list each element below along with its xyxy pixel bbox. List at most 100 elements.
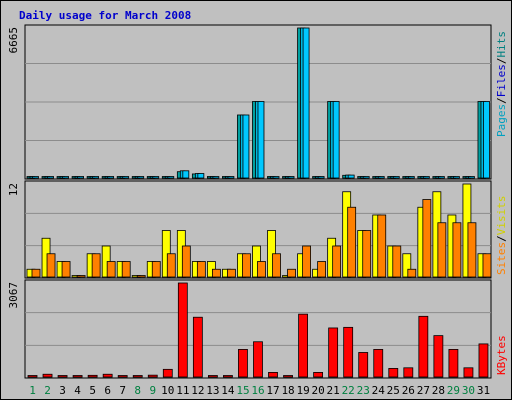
- x-tick-label: 30: [462, 384, 475, 397]
- legend-sep: /: [495, 58, 508, 65]
- x-tick-label: 2: [44, 384, 51, 397]
- legend-kbytes: KBytes: [495, 335, 508, 375]
- x-tick-label: 15: [236, 384, 249, 397]
- kbytes-bar: [478, 343, 489, 378]
- sites-bar: [302, 245, 311, 278]
- kbytes-bar: [42, 373, 53, 378]
- sites-bar: [46, 253, 56, 278]
- kbytes-bar: [102, 373, 113, 378]
- legend-visits: Visits: [495, 196, 508, 236]
- legend-files: Files: [495, 64, 508, 97]
- x-tick-label: 9: [149, 384, 156, 397]
- kbytes-bar: [418, 315, 429, 378]
- hits-bar: [32, 176, 39, 179]
- kbytes-bar: [57, 375, 68, 378]
- kbytes-bar: [448, 349, 459, 378]
- sites-bar: [76, 275, 86, 278]
- hits-bar: [182, 170, 190, 179]
- sites-bar: [362, 230, 372, 278]
- hits-bar: [92, 176, 100, 179]
- hits-bar: [377, 176, 385, 179]
- sites-bar: [257, 261, 266, 278]
- kbytes-bar: [72, 375, 83, 378]
- kbytes-bar: [373, 349, 384, 378]
- x-tick-label: 3: [59, 384, 66, 397]
- hits-bar: [77, 176, 84, 179]
- hits-bar: [483, 101, 490, 179]
- sites-bar: [151, 261, 161, 278]
- x-tick-label: 10: [161, 384, 174, 397]
- hits-bar: [152, 176, 160, 179]
- x-tick-label: 17: [266, 384, 279, 397]
- sites-bar: [166, 253, 176, 278]
- kbytes-bar: [253, 341, 263, 378]
- hits-bar: [392, 176, 400, 179]
- sites-bar: [242, 253, 251, 278]
- kbytes-bar: [313, 372, 324, 378]
- legend-label: KBytes: [495, 335, 508, 375]
- hits-bar: [47, 176, 54, 179]
- x-tick-label: 4: [74, 384, 81, 397]
- kbytes-bar: [433, 335, 444, 378]
- x-tick-label: 27: [417, 384, 430, 397]
- kbytes-bar: [192, 316, 203, 378]
- kbytes-bar: [388, 368, 399, 378]
- hits-bar: [167, 176, 175, 179]
- legend-sep: /: [495, 97, 508, 104]
- hits-bar: [302, 27, 310, 179]
- hits-bar: [197, 173, 205, 179]
- hits-bar: [122, 176, 130, 179]
- x-tick-label: 7: [119, 384, 126, 397]
- x-tick-label: 21: [327, 384, 340, 397]
- x-tick-label: 18: [281, 384, 294, 397]
- x-tick-label: 29: [447, 384, 460, 397]
- hits-bar: [407, 176, 415, 179]
- x-tick-label: 23: [357, 384, 370, 397]
- sites-bar: [31, 268, 41, 278]
- sites-bar: [332, 245, 342, 278]
- kbytes-bar: [403, 367, 414, 378]
- sites-bar: [377, 214, 387, 278]
- sites-bar: [61, 261, 71, 278]
- sites-bar: [136, 275, 146, 278]
- hits-bar: [62, 176, 69, 179]
- hits-bar: [437, 176, 445, 179]
- legend-sep: /: [495, 235, 508, 242]
- hits-bar: [468, 176, 475, 179]
- kbytes-bar: [463, 367, 474, 378]
- sites-bar: [347, 206, 357, 278]
- kbytes-bar: [283, 375, 293, 378]
- sites-bar: [482, 253, 492, 278]
- y-max-label: 6665: [7, 27, 20, 54]
- x-tick-label: 1: [29, 384, 36, 397]
- kbytes-bar: [328, 327, 339, 378]
- kbytes-bar: [87, 374, 98, 378]
- y-max-label: 12: [7, 183, 20, 196]
- sites-bar: [196, 261, 206, 278]
- hits-bar: [272, 176, 280, 179]
- x-tick-label: 13: [206, 384, 219, 397]
- kbytes-bar: [132, 375, 143, 378]
- legend-sites: Sites: [495, 242, 508, 275]
- sites-bar: [437, 222, 447, 278]
- x-tick-label: 16: [251, 384, 264, 397]
- hits-bar: [137, 176, 145, 179]
- sites-bar: [211, 268, 221, 278]
- hits-bar: [317, 176, 325, 179]
- sites-bar: [106, 261, 116, 278]
- sites-bar: [227, 268, 236, 278]
- sites-bar: [91, 253, 101, 278]
- sites-bar: [121, 261, 131, 278]
- visits-bar: [402, 253, 412, 278]
- legend-label: Sites/Visits: [495, 196, 508, 276]
- legend-pages: Pages: [495, 104, 508, 137]
- x-tick-label: 25: [387, 384, 400, 397]
- sites-bar: [422, 199, 432, 278]
- kbytes-bar: [147, 374, 158, 378]
- hits-bar: [227, 176, 235, 179]
- hits-bar: [287, 176, 295, 179]
- kbytes-bar: [162, 368, 173, 378]
- x-tick-label: 26: [402, 384, 415, 397]
- hits-bar: [242, 114, 250, 179]
